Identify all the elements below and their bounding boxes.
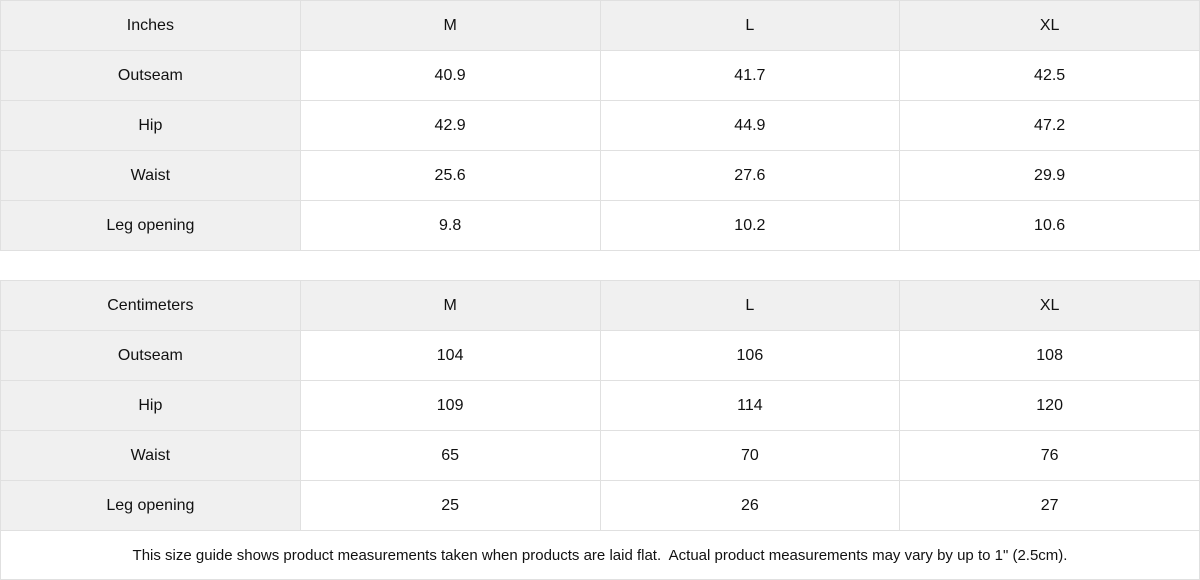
value-cell: 10.6 (899, 200, 1200, 251)
value-cell: 108 (899, 330, 1200, 381)
table-row-waist: Waist 65 70 76 (0, 430, 1200, 481)
size-column-header-m: M (299, 0, 601, 51)
size-table-centimeters: Centimeters M L XL Outseam 104 106 108 H… (0, 280, 1200, 531)
value-cell: 76 (899, 430, 1200, 481)
value-cell: 40.9 (299, 50, 601, 101)
size-table-inches: Inches M L XL Outseam 40.9 41.7 42.5 Hip… (0, 0, 1200, 251)
row-label-cell: Waist (0, 430, 301, 481)
table-row-hip: Hip 42.9 44.9 47.2 (0, 100, 1200, 151)
row-label-cell: Outseam (0, 330, 301, 381)
value-cell: 41.7 (599, 50, 901, 101)
size-column-header-xl: XL (899, 280, 1200, 331)
value-cell: 104 (299, 330, 601, 381)
table-row-outseam: Outseam 40.9 41.7 42.5 (0, 50, 1200, 101)
value-cell: 44.9 (599, 100, 901, 151)
unit-header-cell: Inches (0, 0, 301, 51)
table-spacer (0, 251, 1200, 280)
value-cell: 114 (599, 380, 901, 431)
value-cell: 9.8 (299, 200, 601, 251)
value-cell: 25 (299, 480, 601, 531)
row-label-cell: Leg opening (0, 200, 301, 251)
table-header-row: Centimeters M L XL (0, 280, 1200, 331)
row-label-cell: Leg opening (0, 480, 301, 531)
size-column-header-l: L (599, 0, 901, 51)
row-label-cell: Waist (0, 150, 301, 201)
value-cell: 70 (599, 430, 901, 481)
size-column-header-m: M (299, 280, 601, 331)
value-cell: 65 (299, 430, 601, 481)
size-column-header-l: L (599, 280, 901, 331)
value-cell: 25.6 (299, 150, 601, 201)
value-cell: 109 (299, 380, 601, 431)
row-label-cell: Hip (0, 380, 301, 431)
table-header-row: Inches M L XL (0, 0, 1200, 51)
size-guide-disclaimer: This size guide shows product measuremen… (0, 531, 1200, 580)
table-row-outseam: Outseam 104 106 108 (0, 330, 1200, 381)
value-cell: 26 (599, 480, 901, 531)
value-cell: 10.2 (599, 200, 901, 251)
value-cell: 27.6 (599, 150, 901, 201)
value-cell: 29.9 (899, 150, 1200, 201)
unit-header-cell: Centimeters (0, 280, 301, 331)
value-cell: 47.2 (899, 100, 1200, 151)
value-cell: 42.5 (899, 50, 1200, 101)
table-row-waist: Waist 25.6 27.6 29.9 (0, 150, 1200, 201)
value-cell: 106 (599, 330, 901, 381)
size-column-header-xl: XL (899, 0, 1200, 51)
table-row-hip: Hip 109 114 120 (0, 380, 1200, 431)
table-row-leg-opening: Leg opening 9.8 10.2 10.6 (0, 200, 1200, 251)
value-cell: 42.9 (299, 100, 601, 151)
value-cell: 27 (899, 480, 1200, 531)
row-label-cell: Hip (0, 100, 301, 151)
table-row-leg-opening: Leg opening 25 26 27 (0, 480, 1200, 531)
value-cell: 120 (899, 380, 1200, 431)
row-label-cell: Outseam (0, 50, 301, 101)
